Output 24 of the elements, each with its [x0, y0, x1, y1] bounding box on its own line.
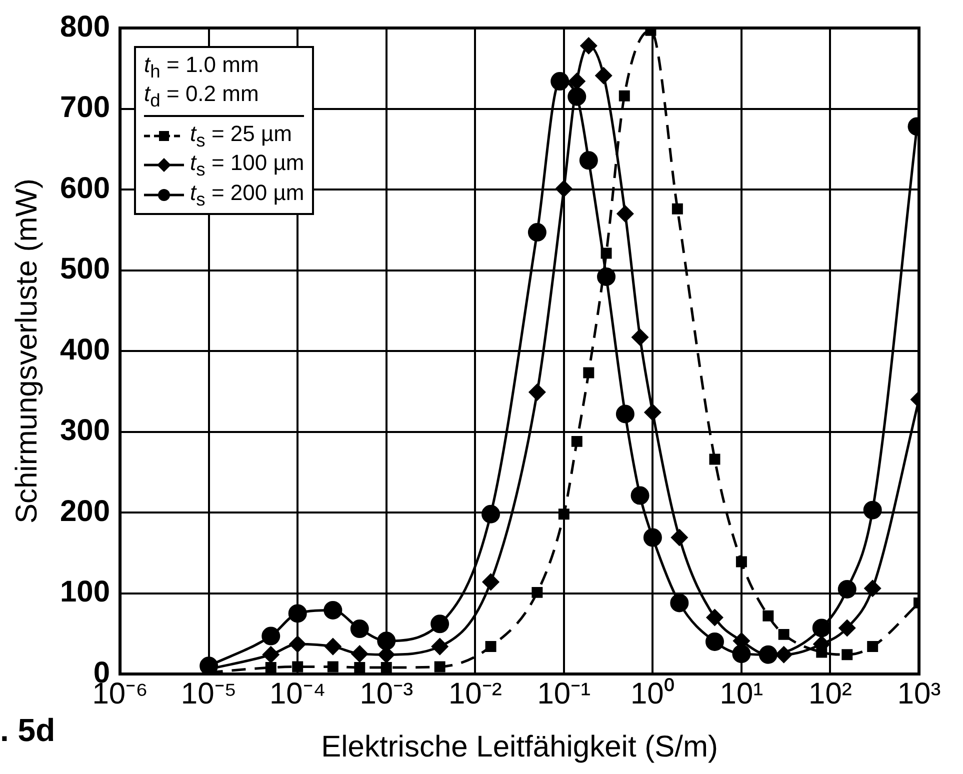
y-tick-label: 600: [60, 172, 110, 205]
x-tick-label: 10¹: [720, 677, 764, 710]
text: . 5d: [0, 712, 56, 749]
x-axis-title: Elektrische Leitfähigkeit (S/m): [321, 730, 718, 764]
legend-label: t$_{s}$ = 200 µm: [190, 180, 304, 210]
y-tick-label: 100: [60, 576, 110, 609]
x-tick-label: 10⁻²: [448, 677, 502, 710]
y-tick-label: 200: [60, 494, 110, 528]
y-tick-label: 500: [60, 252, 110, 286]
legend-label: t$_{s}$ = 25 µm: [190, 120, 292, 150]
x-tick-label: 10⁻⁵: [180, 677, 237, 710]
y-tick-label: 300: [60, 414, 110, 448]
y-tick-label: 400: [60, 333, 110, 366]
x-tick-label: 10⁻⁴: [269, 677, 326, 710]
legend-label: t$_{s}$ = 100 µm: [190, 150, 304, 180]
x-tick-label: 10⁻¹: [537, 677, 591, 710]
x-tick-label: 10⁰: [630, 677, 675, 710]
x-tick-label: 10⁻³: [360, 677, 414, 710]
y-tick-label: 700: [60, 91, 110, 124]
legend-title: t$_{h}$ = 1.0 mm t$_{d}$ = 0.2 mm: [144, 52, 304, 117]
y-axis-title: Schirmungsverluste (mW): [10, 178, 44, 524]
x-tick-label: 10²: [808, 677, 852, 710]
x-tick-label: 10³: [897, 677, 941, 710]
y-tick-label: 800: [60, 10, 110, 44]
